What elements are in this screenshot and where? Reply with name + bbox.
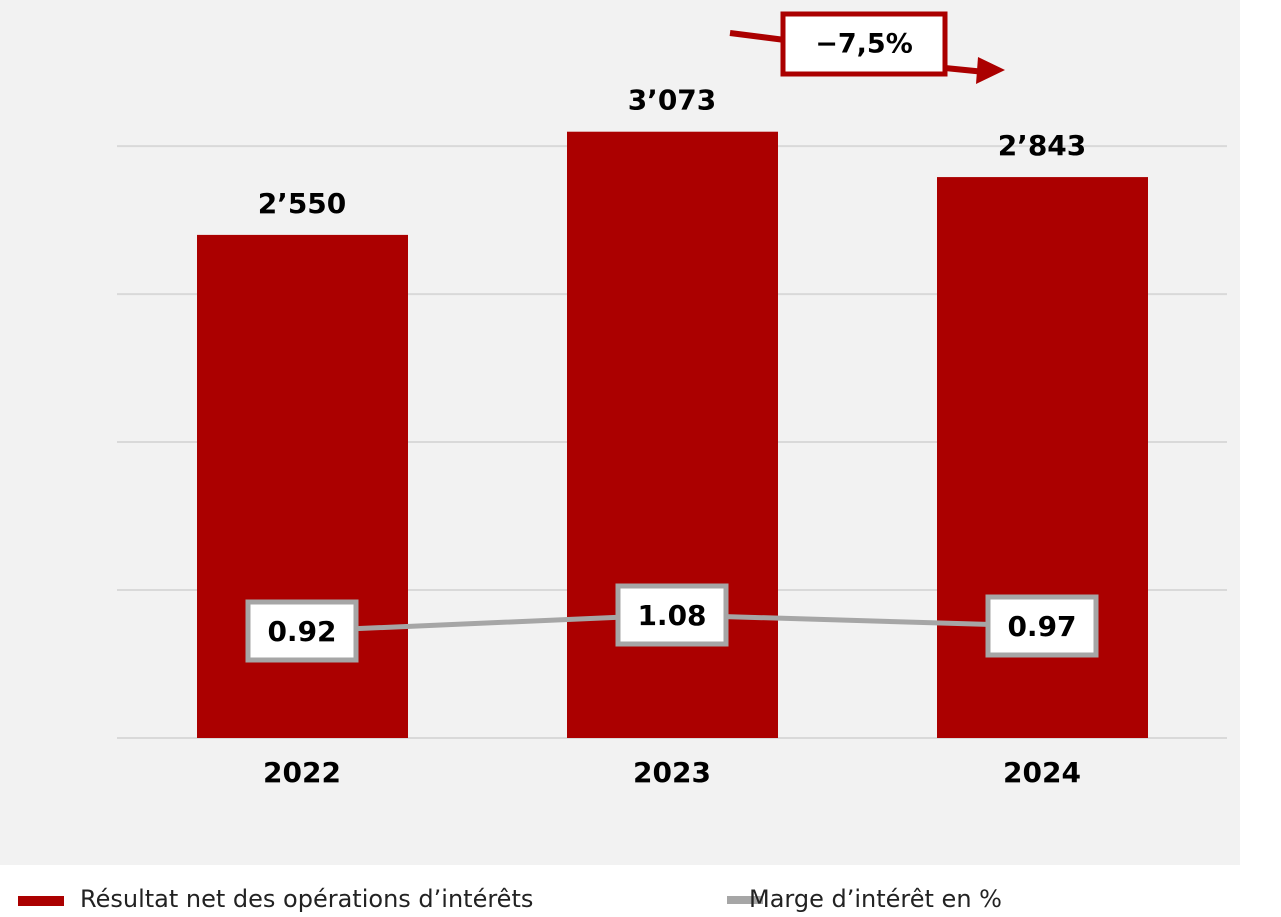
line-point-box [245,599,359,663]
bar-value-label: 2’550 [258,187,347,220]
legend-label: Marge d’intérêt en % [749,885,1002,913]
change-arrow [729,11,1005,84]
bar [197,234,408,738]
legend-swatch [18,896,64,906]
line-point-box [615,583,729,647]
annotation: −7,5% [815,29,913,60]
bar [567,131,778,739]
line-value-label: 0.92 [267,615,336,648]
legend-swatch [727,896,763,904]
bar-value-label: 3’073 [628,84,717,117]
x-tick-label: 2022 [263,756,341,789]
line-value-label: 1.08 [637,599,706,632]
line-point-box [985,594,1099,658]
line-value-label: 0.97 [1007,610,1076,643]
x-tick-label: 2023 [633,756,711,789]
x-tick-label: 2024 [1003,756,1081,789]
legend-label: Résultat net des opérations d’intérêts [80,885,533,913]
bar-value-label: 2’843 [998,129,1087,162]
